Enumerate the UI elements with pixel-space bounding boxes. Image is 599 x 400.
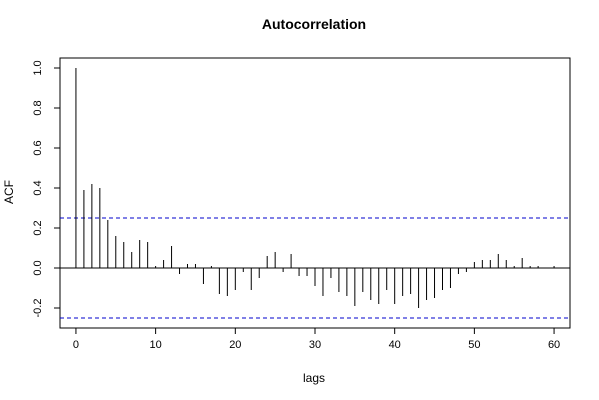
y-tick-label-1: 0.0 bbox=[32, 260, 44, 275]
x-tick-label-20: 20 bbox=[229, 339, 241, 351]
x-tick-label-30: 30 bbox=[309, 339, 321, 351]
y-tick-label-6: 1.0 bbox=[32, 60, 44, 75]
y-axis-label: ACF bbox=[2, 180, 16, 204]
x-tick-label-50: 50 bbox=[468, 339, 480, 351]
y-tick-label-4: 0.6 bbox=[32, 140, 44, 155]
x-tick-label-40: 40 bbox=[389, 339, 401, 351]
plot-frame bbox=[59, 57, 571, 329]
x-tick-label-10: 10 bbox=[150, 339, 162, 351]
y-axis: -0.2 0.0 0.2 0.4 0.6 0.8 1.0 bbox=[32, 60, 60, 317]
chart-title: Autocorrelation bbox=[262, 16, 366, 32]
x-tick-label-0: 0 bbox=[73, 339, 79, 351]
x-axis: 0 10 20 30 40 50 60 bbox=[73, 327, 560, 351]
x-axis-label: lags bbox=[303, 371, 325, 385]
y-tick-label-5: 0.8 bbox=[32, 100, 44, 115]
y-tick-label-3: 0.4 bbox=[32, 180, 44, 195]
y-tick-label-2: 0.2 bbox=[32, 220, 44, 235]
y-tick-label-0: -0.2 bbox=[32, 299, 44, 318]
acf-spikes bbox=[75, 68, 555, 308]
confidence-band-lines bbox=[60, 217, 570, 319]
x-tick-label-60: 60 bbox=[548, 339, 560, 351]
